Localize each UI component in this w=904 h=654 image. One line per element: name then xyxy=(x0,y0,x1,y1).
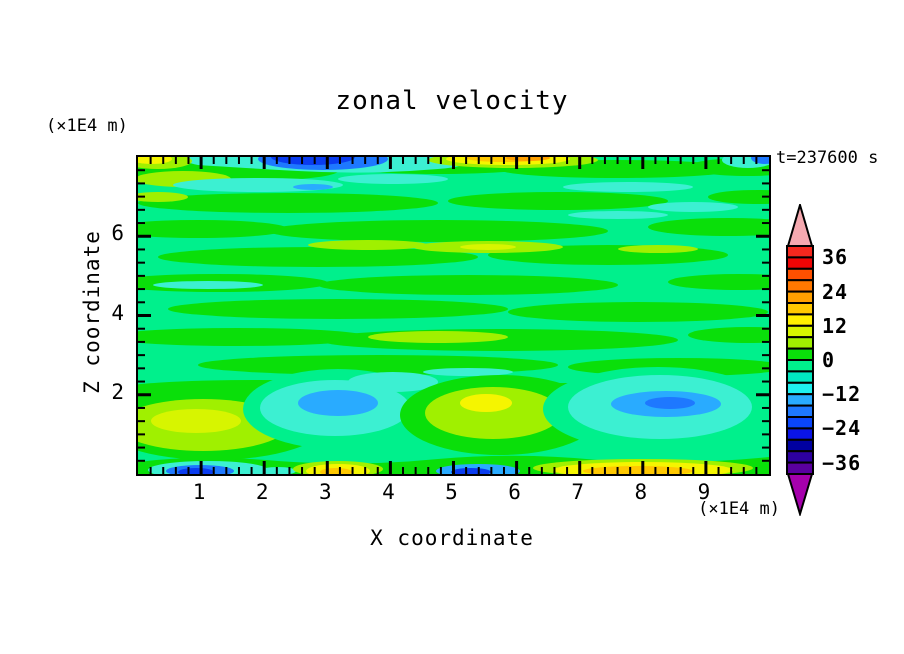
colorbar-segment xyxy=(786,347,814,362)
colorbar xyxy=(786,204,814,516)
colorbar-over-arrow xyxy=(786,204,814,247)
x-tick-label: 4 xyxy=(382,480,395,504)
x-axis-unit-label: (×1E4 m) xyxy=(698,499,780,519)
colorbar-tick-label: 36 xyxy=(822,245,849,270)
y-axis-unit-label: (×1E4 m) xyxy=(46,116,128,136)
colorbar-segment xyxy=(786,461,814,476)
bottom-edge-bands xyxy=(148,459,753,474)
colorbar-tick-label: 12 xyxy=(822,313,849,338)
colorbar-segment xyxy=(786,313,814,327)
colorbar-tick-label: 24 xyxy=(822,279,849,304)
colorbar-segment xyxy=(786,370,814,384)
colorbar-segment xyxy=(786,393,814,407)
colorbar-segment xyxy=(786,416,814,430)
x-axis-title: X coordinate xyxy=(370,526,534,550)
colorbar-segment xyxy=(786,256,814,270)
colorbar-tick-label: −24 xyxy=(822,416,862,441)
x-tick-label: 6 xyxy=(508,480,521,504)
axis-ticks-layer xyxy=(138,157,769,474)
contour-map xyxy=(138,157,769,474)
y-tick-label: 4 xyxy=(111,300,124,325)
colorbar-under-arrow xyxy=(786,473,814,516)
colorbar-segment xyxy=(786,450,814,464)
x-tick-label: 3 xyxy=(318,480,332,504)
x-tick-label: 1 xyxy=(192,480,206,504)
y-tick-label: 6 xyxy=(111,221,124,246)
colorbar-tick-label: −12 xyxy=(822,382,862,407)
x-tick-label: 2 xyxy=(255,480,269,504)
y-tick-label: 2 xyxy=(111,379,124,404)
colorbar-segment xyxy=(786,336,814,350)
x-tick-label: 7 xyxy=(571,480,585,504)
colorbar-segment xyxy=(786,267,814,282)
colorbar-segments xyxy=(786,245,814,476)
colorbar-segment xyxy=(786,381,814,396)
colorbar-segment xyxy=(786,245,814,259)
x-tick-label: 5 xyxy=(445,480,458,504)
colorbar-segment xyxy=(786,324,814,339)
colorbar-segment xyxy=(786,302,814,316)
plot-title: zonal velocity xyxy=(335,86,569,116)
colorbar-segment xyxy=(786,427,814,441)
colorbar-segment xyxy=(786,279,814,293)
colorbar-segment xyxy=(786,359,814,373)
bottom-eddies xyxy=(138,367,769,460)
plot-area xyxy=(136,155,771,476)
time-annotation: t=237600 s xyxy=(776,148,879,168)
colorbar-tick-label: −36 xyxy=(822,450,862,475)
interior-weak-anomaly-streaks xyxy=(138,171,738,376)
x-tick-label: 8 xyxy=(634,480,648,504)
colorbar-segment xyxy=(786,438,814,453)
colorbar-segment xyxy=(786,404,814,419)
colorbar-segment xyxy=(786,290,814,304)
x-tick-label: 9 xyxy=(697,480,711,504)
colorbar-tick-label: 0 xyxy=(822,348,836,372)
